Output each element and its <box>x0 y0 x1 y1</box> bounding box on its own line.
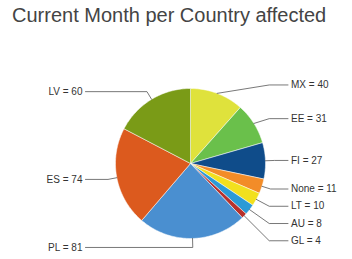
svg-text:FI = 27: FI = 27 <box>291 155 323 166</box>
svg-text:AU = 8: AU = 8 <box>291 218 322 229</box>
svg-text:ES = 74: ES = 74 <box>47 174 83 185</box>
svg-text:None = 11: None = 11 <box>291 183 337 194</box>
svg-text:MX = 40: MX = 40 <box>291 79 329 90</box>
svg-text:PL = 81: PL = 81 <box>48 242 83 253</box>
html-text:Current Month per Country affe: Current Month per Country affected <box>12 4 327 26</box>
svg-text:GL = 4: GL = 4 <box>291 235 321 246</box>
svg-text:EE = 31: EE = 31 <box>291 113 327 124</box>
svg-text:LV = 60: LV = 60 <box>48 86 82 97</box>
svg-text:LT = 10: LT = 10 <box>291 200 325 211</box>
